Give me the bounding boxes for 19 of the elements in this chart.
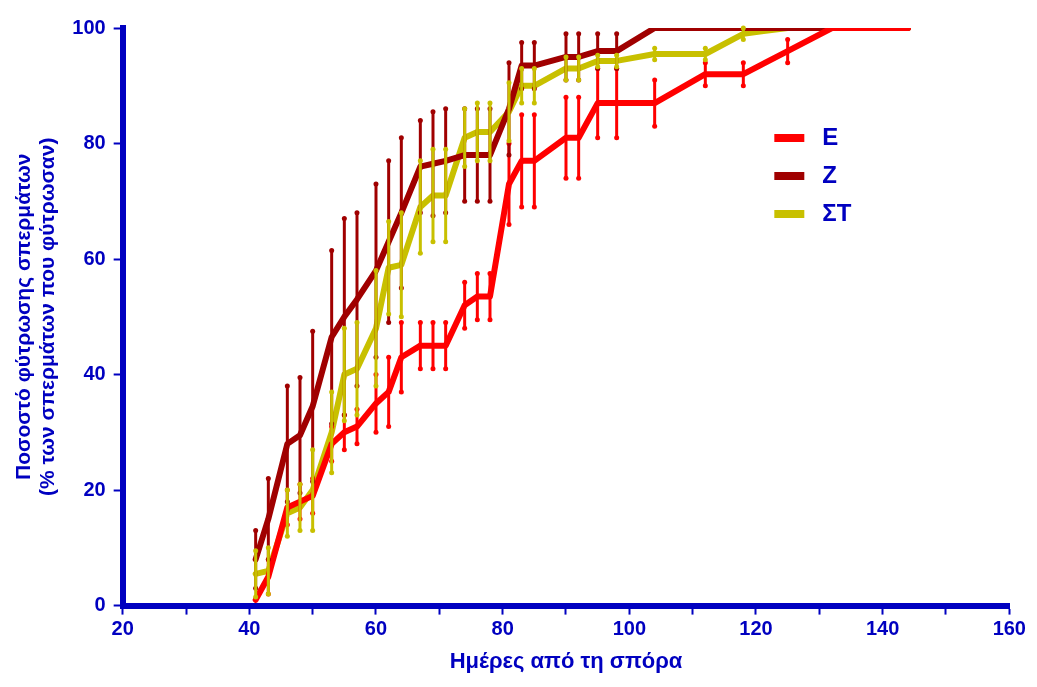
legend-label: Ζ (822, 160, 837, 188)
y-tick-label: 0 (94, 593, 106, 616)
x-tick-label: 140 (865, 617, 900, 640)
y-tick-label: 40 (83, 362, 106, 385)
y-tick-label: 80 (83, 131, 106, 154)
x-tick-label: 100 (612, 617, 647, 640)
x-tick-label: 80 (491, 617, 514, 640)
x-tick-label: 60 (364, 617, 388, 640)
x-tick-label: 20 (111, 617, 134, 640)
x-axis-title: Ημέρες από τη σπόρα (449, 647, 683, 673)
y-tick-label: 20 (83, 477, 106, 500)
legend-label: Ε (822, 122, 839, 150)
x-tick-label: 40 (238, 617, 261, 640)
y-tick-label: 100 (72, 15, 106, 38)
legend-label: ΣΤ (822, 198, 852, 226)
x-tick-label: 160 (992, 617, 1026, 640)
y-axis-title: Ποσοστό φύτρωσης σπερμάτων (% των σπερμάτων που φύτρωσαν) (10, 137, 59, 497)
y-tick-label: 60 (83, 246, 106, 269)
x-tick-label: 120 (739, 617, 773, 640)
